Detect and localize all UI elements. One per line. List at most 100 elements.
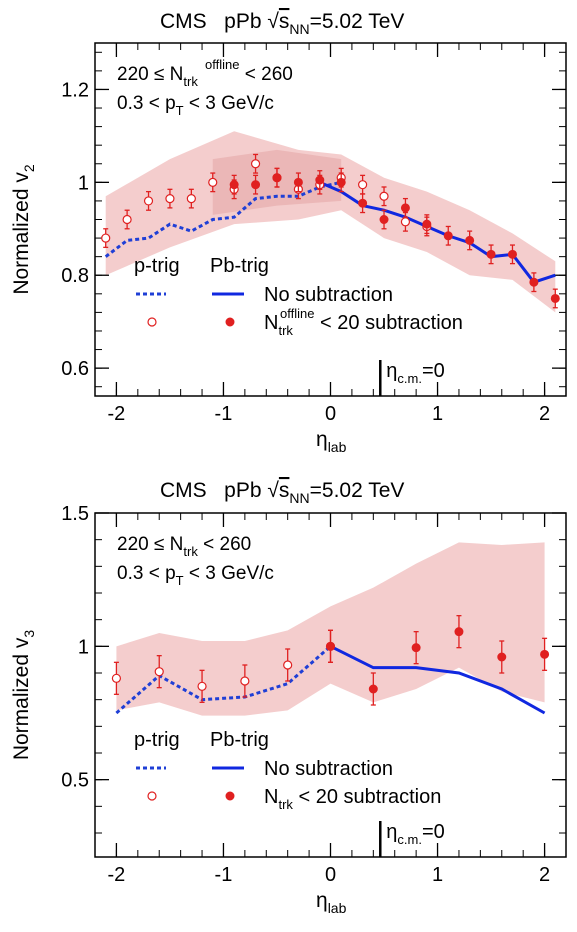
pb-trig-point [454,627,464,637]
annotation-pt-subscript: T [176,573,184,588]
y-tick-label: 1.2 [61,79,89,101]
y-axis-title: Normalized v2 [10,164,37,295]
legend-no-subtraction: No subtraction [264,284,393,306]
legend-subtraction-main: N [264,312,278,334]
legend: p-trig Pb-trig No subtraction Ntrk offline <… [134,255,463,338]
x-tick-label: 1 [432,403,443,425]
p-trig-no-subtraction-line [104,180,342,258]
x-tick-label: 1 [432,864,443,886]
annotation-pt-rest: < 3 GeV/c [184,93,274,114]
chart-panel-2: CMS pPb √sNN=5.02 TeV-2 -1 0 1 20.511.5ηlabN… [10,479,567,916]
annotation-multiplicity-rest: < 260 [239,64,292,85]
p-trig-point [101,233,111,243]
annotation-pt-range: 0.3 < pT < 3 GeV/c [117,563,274,588]
p-trig-point [197,681,207,691]
y-axis-title-main: Normalized v [10,637,33,760]
p-trig-point [358,180,368,190]
pb-trig-point [497,652,507,662]
legend-subtraction-subscript: trk [278,323,293,338]
legend-header-p-trig: p-trig [134,255,180,277]
header-subscript: NN [289,21,309,37]
pb-trig-point [229,180,239,190]
x-axis-title: ηlab [316,428,347,455]
legend-subtraction: Ntrk offline < 20 subtraction [264,306,463,338]
y-tick-label: 1.5 [61,503,89,525]
eta-cm-label-subscript: c.m. [397,371,422,386]
header-s: s [279,479,290,502]
pb-trig-point [443,231,453,241]
legend-subtraction-rest: < 20 subtraction [293,786,441,808]
p-trig-point [111,673,122,683]
pb-trig-point [465,235,475,245]
legend-p-trig-marker [147,791,157,801]
y-tick-label: 1 [78,172,89,194]
header-experiment: CMS [160,479,207,502]
x-tick-label: -2 [108,403,126,425]
annotation-multiplicity-rest: < 260 [198,534,251,555]
p-trig-point [165,193,175,204]
legend-header-pb-trig: Pb-trig [210,729,269,751]
p-trig-point [283,660,293,670]
header-subscript: NN [289,490,309,506]
x-axis-title-subscript: lab [328,900,347,916]
chart-header: CMS pPb √sNN=5.02 TeV [160,479,404,506]
pb-trig-point [336,177,346,187]
x-axis-title: ηlab [316,889,347,916]
y-tick-label: 0.5 [61,770,89,792]
eta-cm-label: ηc.m.=0 [386,360,445,386]
y-axis-title-main: Normalized v [10,172,33,295]
legend-no-subtraction: No subtraction [264,758,393,780]
header-energy: =5.02 TeV [310,10,405,33]
legend-subtraction-rest: < 20 subtraction [314,312,462,334]
header-sqrt: √ [267,479,279,502]
annotation-pt-rest: < 3 GeV/c [184,563,274,584]
annotation-multiplicity: 220 ≤ Ntrk < 260 [117,534,251,559]
p-trig-no-subtraction-line [115,645,332,715]
pb-trig-no-subtraction-line [329,644,546,715]
x-axis-title-main: η [316,889,328,912]
legend-header-p-trig: p-trig [134,729,180,751]
legend-pb-trig-marker [225,791,235,801]
pb-trig-point [529,277,539,287]
pb-trig-point [326,641,335,651]
pb-trig-point [486,249,496,259]
x-tick-label: -1 [215,403,233,425]
p-trig-point [208,177,218,187]
pb-trig-point [411,643,421,653]
y-axis-title-subscript: 3 [21,630,37,638]
chart-header: CMS pPb √sNN=5.02 TeV [160,10,404,37]
annotation-multiplicity: 220 ≤ Ntrk offline < 260 [117,57,293,89]
annotation-pt-main: 0.3 < p [117,563,176,584]
legend: p-trig Pb-trig No subtraction Ntrk < 20 sub… [134,729,441,812]
pb-trig-point [507,249,517,259]
p-trig-point [122,214,132,225]
x-tick-label: 0 [325,403,336,425]
y-tick-label: 0.8 [61,265,89,287]
x-tick-label: -1 [215,864,233,886]
pb-trig-point [315,175,325,185]
x-axis-title-subscript: lab [328,439,347,455]
pb-trig-point [379,215,389,224]
p-trig-point [154,667,164,677]
y-tick-label: 1 [78,636,89,658]
x-axis-title-main: η [316,428,328,451]
pb-trig-point [272,173,282,183]
p-trig-point [186,193,196,204]
pb-trig-point [550,293,560,303]
y-axis-title-subscript: 2 [21,164,37,172]
legend-p-trig-marker [147,317,157,327]
header-sqrt: √ [267,10,279,33]
header-system: pPb [207,479,268,502]
pb-trig-point [368,684,378,694]
eta-cm-label-rest: =0 [422,360,445,382]
annotation-pt-subscript: T [176,103,184,118]
legend-subtraction-subscript: trk [278,797,293,812]
p-trig-point [400,217,411,227]
eta-cm-label-main: η [386,821,397,843]
header-energy: =5.02 TeV [310,479,405,502]
pb-trig-point [540,649,550,659]
header-experiment: CMS [160,10,207,33]
x-tick-label: 0 [325,864,336,886]
chart-panel-1: CMS pPb √sNN=5.02 TeV-2 -1 0 1 20.60.811.2ηl… [10,10,567,455]
